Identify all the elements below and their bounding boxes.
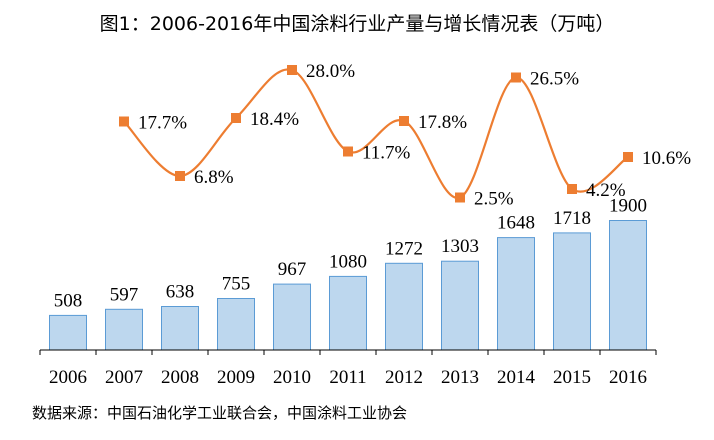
- bar-2007: [105, 308, 143, 351]
- x-axis: 2006 2007 2008 2009 2010 2011 2012 2013 2014 2015…: [39, 349, 657, 388]
- bar-2014: [497, 237, 535, 351]
- growth-line-layer: [119, 65, 633, 203]
- source-note: 数据来源：中国石油化学工业联合会，中国涂料工业协会: [32, 404, 407, 422]
- x-tick-label-2007: 2007: [105, 367, 143, 388]
- growth-label-2015: 4.2%: [586, 180, 626, 201]
- chart-title: 图1：2006-2016年中国涂料行业产量与增长情况表（万吨）: [100, 13, 615, 35]
- growth-line: [123, 68, 629, 199]
- growth-marker-2015: [567, 184, 577, 194]
- bar-value-label-2015: 1718: [553, 208, 591, 229]
- growth-label-2012: 17.8%: [418, 112, 467, 133]
- bar-value-label-2006: 508: [54, 290, 83, 311]
- bar-2013: [441, 260, 479, 351]
- growth-label-2008: 6.8%: [194, 167, 234, 188]
- x-tick-label-2006: 2006: [49, 367, 87, 388]
- growth-marker-2011: [343, 146, 353, 157]
- x-tick-label-2009: 2009: [217, 367, 255, 388]
- bar-value-label-2008: 638: [166, 282, 195, 303]
- x-tick-label-2016: 2016: [609, 367, 647, 388]
- bar-value-label-2012: 1272: [385, 238, 423, 259]
- growth-label-2009: 18.4%: [250, 109, 299, 130]
- bar-value-label-2007: 597: [110, 284, 139, 305]
- x-tick-label-2012: 2012: [385, 367, 423, 388]
- growth-label-2016: 10.6%: [642, 148, 691, 169]
- growth-label-2007: 17.7%: [138, 113, 187, 134]
- bar-value-label-2011: 1080: [329, 251, 367, 272]
- growth-marker-2010: [287, 65, 297, 75]
- bar-2010: [273, 283, 311, 351]
- bar-2016: [609, 220, 647, 351]
- bar-2008: [161, 306, 199, 351]
- x-tick-label-2015: 2015: [553, 367, 591, 388]
- growth-marker-2009: [231, 113, 241, 123]
- bar-value-label-2009: 755: [222, 274, 251, 295]
- bar-value-label-2014: 1648: [497, 213, 535, 234]
- bar-2009: [217, 298, 255, 351]
- labels-layer: 508 597 638 755 967 1080 1272 1303 1648 1718 1900 1…: [54, 61, 692, 311]
- growth-marker-2016: [623, 152, 633, 162]
- bars-layer: [49, 220, 647, 351]
- x-tick-label-2013: 2013: [441, 367, 479, 388]
- bar-2015: [553, 232, 591, 351]
- growth-marker-2008: [175, 171, 185, 181]
- x-tick-label-2014: 2014: [497, 367, 536, 388]
- x-tick-label-2011: 2011: [329, 367, 366, 388]
- bar-2012: [385, 262, 423, 351]
- growth-marker-2007: [119, 116, 129, 127]
- growth-label-2014: 26.5%: [530, 69, 579, 90]
- bar-value-label-2010: 967: [278, 259, 307, 280]
- growth-marker-2012: [399, 116, 409, 126]
- bar-2011: [329, 275, 367, 351]
- bar-value-label-2016: 1900: [609, 196, 647, 217]
- bar-value-label-2013: 1303: [441, 236, 479, 257]
- x-tick-label-2008: 2008: [161, 367, 199, 388]
- growth-marker-2014: [511, 72, 521, 83]
- bar-2006: [49, 314, 87, 351]
- growth-marker-2013: [455, 192, 465, 203]
- growth-label-2011: 11.7%: [362, 143, 411, 164]
- growth-label-2010: 28.0%: [306, 61, 355, 82]
- x-tick-label-2010: 2010: [273, 367, 311, 388]
- growth-label-2013: 2.5%: [474, 189, 514, 210]
